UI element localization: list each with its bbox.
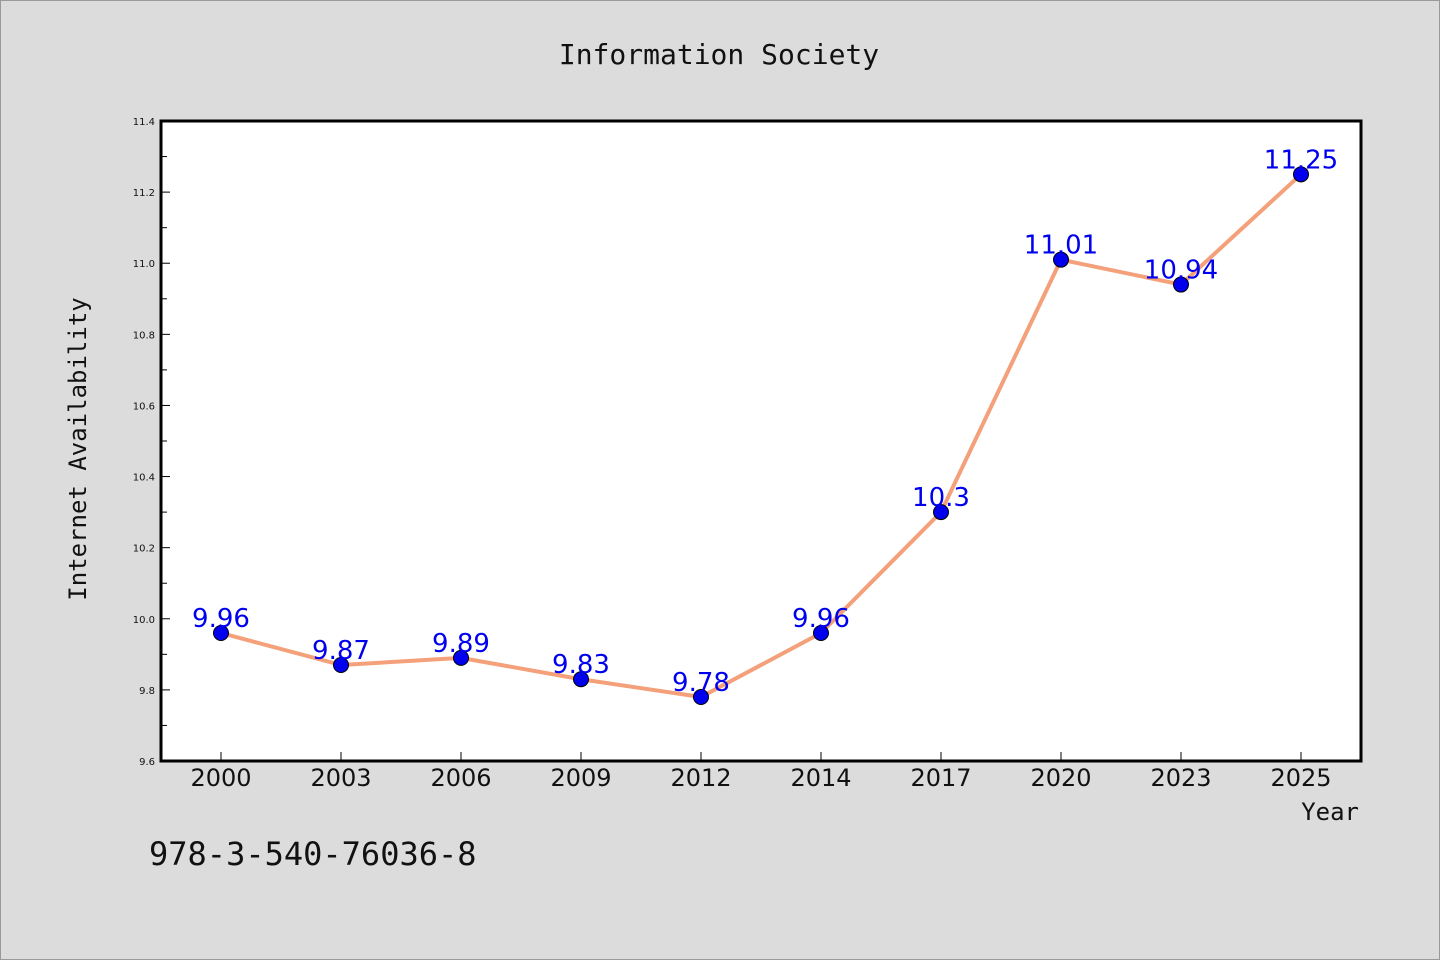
- data-point: [573, 671, 589, 688]
- data-point: [693, 689, 709, 705]
- data-point: [933, 504, 949, 521]
- data-point: [1173, 276, 1189, 293]
- y-tick-label: 11.4: [133, 117, 155, 128]
- x-tick-label: 2014: [790, 764, 851, 792]
- x-tick-label: 2003: [310, 764, 371, 792]
- x-tick-label: 2012: [670, 764, 731, 792]
- y-axis-label: Internet Availability: [64, 297, 92, 600]
- y-tick-label: 10.6: [133, 401, 155, 412]
- y-tick-label: 10.0: [133, 615, 155, 626]
- data-label: 11.25: [1264, 145, 1338, 175]
- data-point: [1053, 251, 1069, 268]
- x-tick-label: 2025: [1270, 764, 1331, 792]
- data-label: 9.96: [792, 604, 850, 634]
- data-label: 10.94: [1144, 256, 1218, 286]
- data-label: 9.87: [312, 636, 370, 666]
- isbn-footer: 978-3-540-76036-8: [149, 835, 477, 873]
- plot-area: [159, 119, 1363, 763]
- y-tick-label: 11.0: [133, 259, 155, 270]
- data-label: 11.01: [1024, 231, 1098, 261]
- data-label: 9.78: [672, 668, 730, 698]
- x-tick-label: 2006: [430, 764, 491, 792]
- x-axis-label: Year: [1301, 798, 1359, 826]
- y-tick-label: 10.4: [133, 473, 155, 484]
- x-tick-label: 2000: [190, 764, 251, 792]
- data-point: [213, 625, 229, 641]
- x-tick-label: 2023: [1150, 764, 1211, 792]
- x-tick-label: 2017: [910, 764, 971, 792]
- data-label: 9.89: [432, 629, 490, 659]
- data-label: 9.83: [552, 650, 610, 680]
- chart-title: Information Society: [559, 38, 879, 71]
- x-tick-label: 2020: [1030, 764, 1091, 792]
- y-tick-label: 9.6: [139, 757, 155, 768]
- y-tick-label: 9.8: [139, 686, 155, 697]
- data-point: [333, 657, 349, 673]
- y-tick-label: 10.2: [133, 544, 155, 555]
- y-tick-label: 10.8: [133, 330, 155, 341]
- data-point: [813, 625, 829, 641]
- data-label: 9.96: [192, 604, 250, 634]
- data-point: [453, 649, 469, 666]
- series-line: [220, 172, 1303, 699]
- data-point: [1293, 166, 1309, 183]
- x-tick-label: 2009: [550, 764, 611, 792]
- data-label: 10.3: [912, 483, 970, 513]
- y-tick-label: 11.2: [133, 188, 155, 199]
